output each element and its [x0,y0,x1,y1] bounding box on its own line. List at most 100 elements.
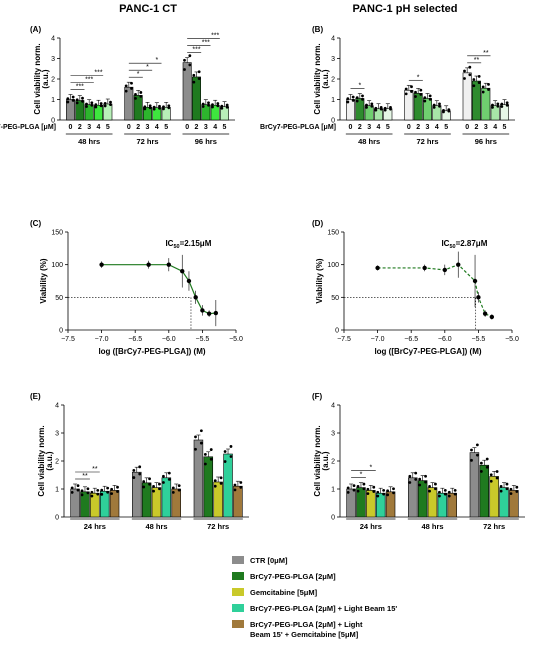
dose-tick-label: 0 [407,124,411,131]
data-point [188,54,192,58]
data-point [500,105,504,108]
data-point [432,103,436,107]
group-label: 96 hrs [195,137,217,146]
dose-tick-label: 0 [349,124,353,131]
data-point [382,492,386,496]
data-point [475,453,479,457]
data-point [404,92,408,96]
data-point [346,100,350,104]
data-point [171,490,175,494]
data-point [152,107,156,111]
data-point [470,448,473,452]
significance-mark: *** [202,40,210,47]
data-point [177,488,181,492]
significance-mark: *** [192,47,200,54]
ic50-guide [344,297,477,330]
data-point [75,98,79,102]
data-point [162,474,165,478]
data-point [209,448,213,451]
dose-tick-label: 2 [136,124,140,131]
data-point [94,105,98,109]
data-point [424,474,427,478]
significance-mark: * [137,71,140,78]
dose-tick-label: 4 [97,124,101,131]
group-label: 72 hrs [136,137,158,146]
data-point [103,104,107,108]
dose-tick-label: 5 [386,124,390,131]
y-axis-label: Cell viability norm. [313,425,322,496]
data-point [132,469,136,472]
y-tick-label: 4 [331,36,335,43]
data-point [201,105,205,108]
data-point [85,102,88,106]
y-tick-label: 4 [55,403,59,410]
data-point [116,485,119,489]
data-point [192,80,196,84]
data-point [109,103,112,107]
group-label: 48 hrs [421,522,443,531]
data-point [432,105,436,109]
data-point [479,470,483,473]
data-point [124,89,128,93]
legend-label: CTR [0μM] [250,556,288,565]
data-point [447,108,451,112]
data-point [515,490,519,493]
dose-tick-label: 4 [377,124,381,131]
dose-tick-label: 2 [78,124,82,131]
data-point [489,473,493,477]
data-point [75,101,79,105]
data-point [375,265,380,271]
legend-label: BrCy7-PEG-PLGA [2μM] + Light [250,620,363,629]
data-point [489,479,493,483]
legend: CTR [0μM] BrCy7-PEG-PLGA [2μM] Gemcitabine… [232,556,397,639]
data-point [346,486,350,490]
data-point [219,476,223,480]
data-point [434,482,437,486]
data-point [443,488,447,492]
data-point [80,493,84,497]
fit-curve [101,264,216,315]
group-label: 24 hrs [360,522,382,531]
data-point [438,102,441,106]
y-axis-label-unit: (a.u.) [41,69,50,88]
y-tick-label: 1 [55,487,59,494]
data-point [442,109,445,112]
data-point [213,310,219,316]
group-label: 72 hrs [207,522,229,531]
data-point [481,85,485,89]
data-point [495,470,499,473]
data-point [372,490,376,493]
x-tick-label: −5.5 [471,336,485,343]
ic50-annotation: IC50=2.87μM [441,239,487,250]
data-point [352,488,356,492]
data-point [213,484,217,488]
y-tick-label: 1 [51,97,55,104]
dose-tick-label: 5 [223,124,227,131]
data-point [148,482,151,486]
data-point [203,452,207,456]
data-point [158,487,161,491]
legend-swatch [232,556,244,564]
bar [462,72,472,121]
data-point [183,58,186,62]
data-point [70,486,74,490]
data-point [346,97,350,101]
data-point [379,105,383,109]
data-point [66,97,70,101]
data-point [71,98,75,102]
data-point [410,85,413,89]
data-point [206,311,212,316]
data-point [414,90,417,94]
dose-tick-label: 3 [87,124,91,131]
y-tick-label: 0 [51,118,55,125]
significance-mark: * [146,64,149,71]
data-point [505,103,509,107]
data-point [477,81,481,85]
y-axis-label-unit: (a.u.) [321,451,330,470]
data-point [211,103,214,107]
data-point [148,477,151,481]
y-tick-label: 150 [327,230,339,237]
data-point [472,84,476,88]
data-point [505,482,509,486]
